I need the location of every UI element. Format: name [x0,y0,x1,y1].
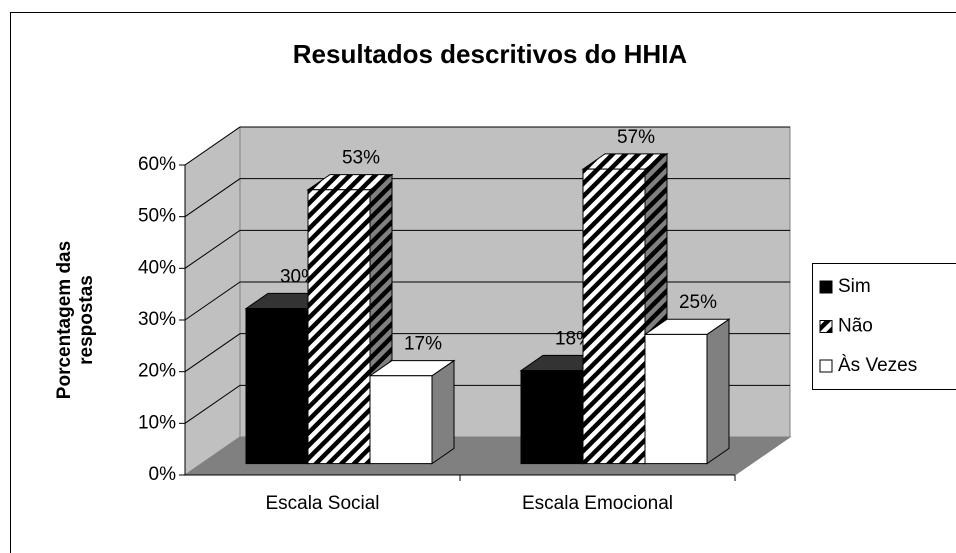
chart-title: Resultados descritivos do HHIA [293,39,688,69]
bar [582,168,646,465]
y-tick-label: 0% [149,464,177,485]
y-tick-label: 40% [138,257,176,278]
y-tick-label: 50% [138,206,176,227]
legend-label: Não [838,316,873,337]
y-tick-label: 60% [138,154,176,175]
y-axis-label: Porcentagem das respostas [54,240,97,400]
bar [369,375,433,465]
x-tick-label: Escala Emocional [522,493,673,514]
legend-swatch [819,359,833,373]
bar [307,189,371,465]
bar-side [431,359,455,465]
legend-label: Às Vezes [838,355,917,376]
value-label: 53% [342,148,380,169]
legend-swatch [819,320,833,333]
value-label: 57% [617,127,655,148]
bar [245,308,309,465]
x-tick-label: Escala Social [265,493,379,514]
value-label: 25% [679,292,717,313]
frame [10,12,956,553]
legend-label: Sim [838,276,871,297]
grid-line [184,126,790,166]
bar [644,333,708,465]
legend-swatch [819,280,833,294]
value-label: 17% [404,334,442,355]
y-tick-label: 20% [138,361,176,382]
y-tick-label: 30% [138,309,176,330]
bar [520,370,584,465]
legend-box [812,263,956,390]
y-tick-label: 10% [138,412,176,433]
bar-side [706,318,730,465]
